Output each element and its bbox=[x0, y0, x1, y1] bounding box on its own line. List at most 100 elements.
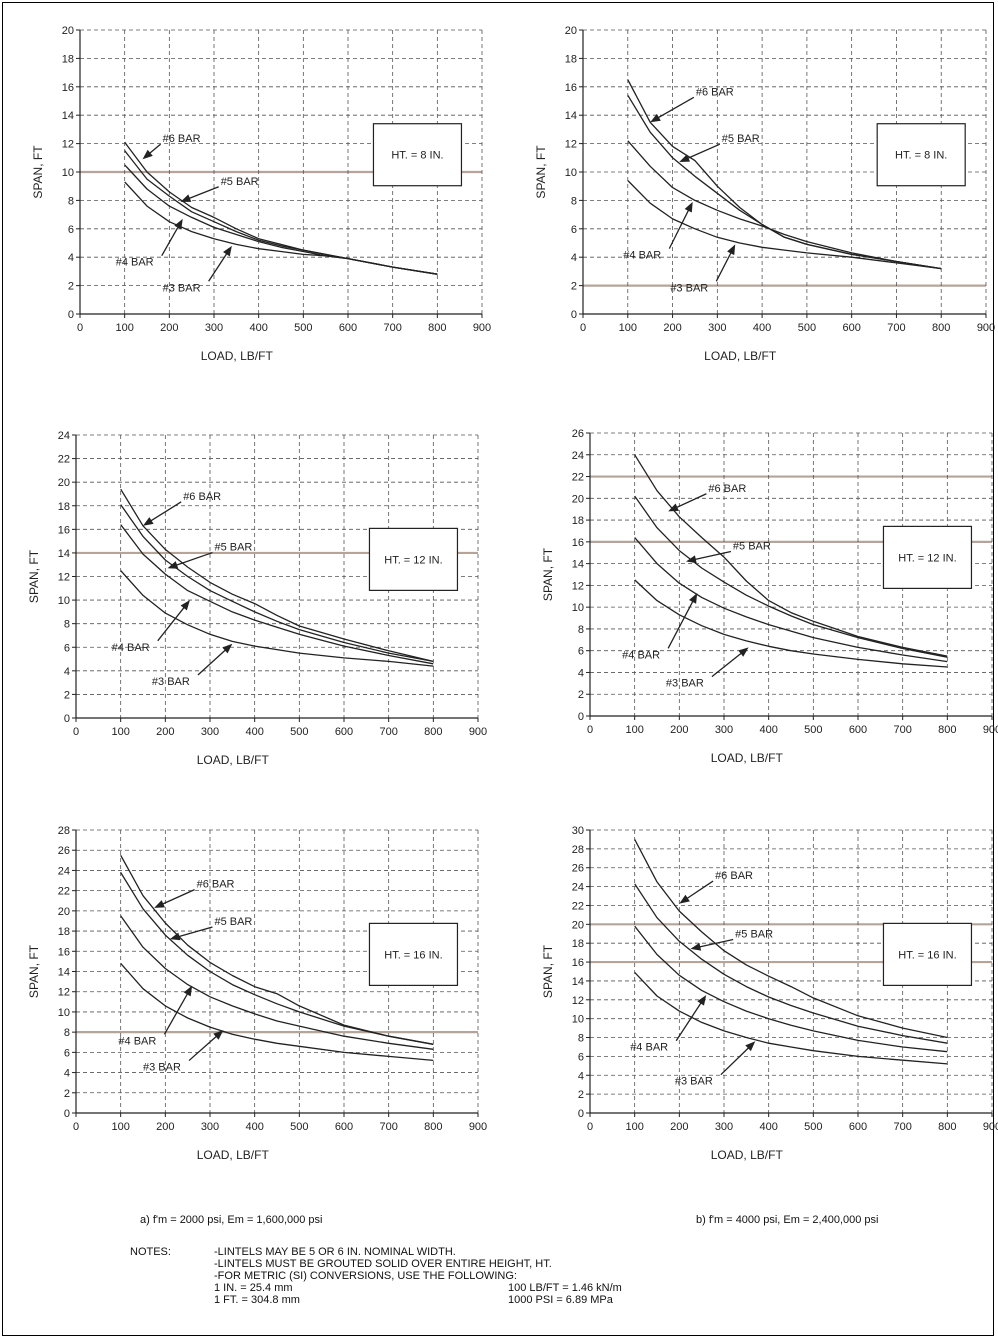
callout-arrow-line bbox=[711, 650, 745, 678]
x-tick-label: 500 bbox=[290, 1121, 308, 1133]
y-tick-label: 2 bbox=[64, 689, 70, 701]
x-tick-label: 600 bbox=[335, 726, 353, 738]
callout-arrow-head bbox=[738, 647, 749, 657]
y-tick-label: 10 bbox=[58, 595, 70, 607]
series-line-5-bar bbox=[120, 872, 434, 1045]
callout-arrow-line bbox=[696, 938, 734, 949]
series-line-6-bar bbox=[120, 854, 434, 1045]
x-tick-label: 300 bbox=[715, 724, 733, 736]
y-tick-label: 22 bbox=[572, 900, 584, 912]
callout-arrow-line bbox=[197, 647, 229, 676]
callout-arrow-head bbox=[180, 194, 192, 202]
x-tick-label: 100 bbox=[115, 322, 133, 334]
x-tick-label: 0 bbox=[580, 322, 586, 334]
height-box bbox=[368, 922, 459, 986]
y-tick-label: 20 bbox=[572, 493, 584, 505]
conversion-item: 1 IN. = 25.4 mm bbox=[214, 1282, 293, 1294]
callout-label-6-bar: #6 BAR bbox=[197, 879, 235, 891]
callout-label-4-bar: #4 BAR bbox=[623, 250, 661, 262]
conversion-item: 1 FT. = 304.8 mm bbox=[214, 1294, 300, 1306]
y-tick-label: 6 bbox=[68, 224, 74, 236]
y-tick-label: 4 bbox=[578, 1070, 584, 1082]
callout-label-4-bar: #4 BAR bbox=[630, 1042, 668, 1054]
x-tick-label: 500 bbox=[294, 322, 312, 334]
callout-arrow-line bbox=[715, 249, 734, 282]
x-tick-label: 400 bbox=[249, 322, 267, 334]
notes-label: NOTES: bbox=[130, 1246, 171, 1258]
y-tick-label: 16 bbox=[62, 82, 74, 94]
y-tick-label: 30 bbox=[572, 825, 584, 837]
x-tick-label: 800 bbox=[424, 1121, 442, 1133]
conversion-row: 1 FT. = 304.8 mm 1000 PSI = 6.89 MPa bbox=[214, 1294, 622, 1306]
x-tick-label: 800 bbox=[938, 724, 956, 736]
series-line-3-bar bbox=[634, 971, 948, 1065]
y-tick-label: 18 bbox=[58, 926, 70, 938]
callout-arrow-head bbox=[650, 113, 661, 123]
x-tick-label: 100 bbox=[625, 724, 643, 736]
callout-arrow-head bbox=[154, 900, 165, 908]
x-axis-title: LOAD, LB/FT bbox=[711, 751, 784, 765]
y-tick-label: 12 bbox=[62, 139, 74, 151]
y-tick-label: 16 bbox=[565, 82, 577, 94]
height-box-label: HT. = 8 IN. bbox=[895, 150, 947, 162]
callout-arrow-line bbox=[673, 493, 707, 510]
note-line: -FOR METRIC (SI) CONVERSIONS, USE THE FO… bbox=[214, 1270, 517, 1282]
height-box bbox=[882, 922, 973, 986]
callout-arrow-line bbox=[175, 926, 213, 939]
y-tick-label: 24 bbox=[58, 430, 70, 442]
callout-label-4-bar: #4 BAR bbox=[112, 642, 150, 654]
y-tick-label: 20 bbox=[58, 906, 70, 918]
y-tick-label: 16 bbox=[58, 946, 70, 958]
callout-label-3-bar: #3 BAR bbox=[163, 282, 201, 294]
x-tick-label: 300 bbox=[201, 1121, 219, 1133]
notes-block: NOTES: -LINTELS MAY BE 5 OR 6 IN. NOMINA… bbox=[130, 1246, 622, 1306]
y-tick-label: 10 bbox=[62, 167, 74, 179]
y-tick-label: 12 bbox=[572, 995, 584, 1007]
conversion-row: 1 IN. = 25.4 mm 100 LB/FT = 1.46 kN/m bbox=[214, 1282, 622, 1294]
note-line: -LINTELS MUST BE GROUTED SOLID OVER ENTI… bbox=[214, 1258, 552, 1270]
x-axis-title: LOAD, LB/FT bbox=[711, 1148, 784, 1162]
y-tick-label: 8 bbox=[571, 195, 577, 207]
x-tick-label: 800 bbox=[938, 1121, 956, 1133]
conversion-item: 1000 PSI = 6.89 MPa bbox=[508, 1294, 613, 1306]
y-tick-label: 24 bbox=[572, 882, 584, 894]
callout-arrow-line bbox=[163, 990, 190, 1035]
y-tick-label: 12 bbox=[58, 572, 70, 584]
callout-arrow-line bbox=[159, 889, 195, 906]
x-tick-label: 600 bbox=[849, 724, 867, 736]
x-axis-title: LOAD, LB/FT bbox=[201, 349, 274, 363]
y-tick-label: 6 bbox=[578, 646, 584, 658]
x-tick-label: 0 bbox=[587, 724, 593, 736]
x-tick-label: 800 bbox=[424, 726, 442, 738]
x-tick-label: 900 bbox=[977, 322, 995, 334]
callout-arrow-line bbox=[188, 1033, 220, 1062]
y-tick-label: 26 bbox=[572, 428, 584, 440]
y-tick-label: 10 bbox=[58, 1007, 70, 1019]
series-line-6-bar bbox=[634, 454, 948, 657]
callout-arrow-line bbox=[683, 880, 714, 901]
x-tick-label: 400 bbox=[759, 1121, 777, 1133]
y-tick-label: 22 bbox=[58, 886, 70, 898]
y-tick-label: 22 bbox=[58, 454, 70, 466]
callout-arrow-line bbox=[185, 186, 219, 201]
x-axis-title: LOAD, LB/FT bbox=[197, 1148, 270, 1162]
series-line-5-bar bbox=[634, 883, 948, 1044]
y-tick-label: 18 bbox=[62, 53, 74, 65]
x-tick-label: 400 bbox=[245, 726, 263, 738]
x-tick-label: 700 bbox=[383, 322, 401, 334]
y-tick-label: 10 bbox=[572, 1014, 584, 1026]
x-tick-label: 900 bbox=[983, 1121, 998, 1133]
callout-label-5-bar: #5 BAR bbox=[221, 176, 259, 188]
x-tick-label: 400 bbox=[245, 1121, 263, 1133]
x-tick-label: 500 bbox=[804, 724, 822, 736]
y-tick-label: 26 bbox=[58, 845, 70, 857]
callout-label-5-bar: #5 BAR bbox=[735, 929, 773, 941]
series-line-3-bar bbox=[124, 181, 438, 275]
x-tick-label: 500 bbox=[290, 726, 308, 738]
series-line-4-bar bbox=[634, 925, 948, 1053]
y-tick-label: 20 bbox=[62, 25, 74, 37]
callout-arrow-head bbox=[213, 1030, 224, 1040]
y-tick-label: 16 bbox=[572, 957, 584, 969]
x-tick-label: 0 bbox=[77, 322, 83, 334]
grid bbox=[590, 829, 993, 1113]
